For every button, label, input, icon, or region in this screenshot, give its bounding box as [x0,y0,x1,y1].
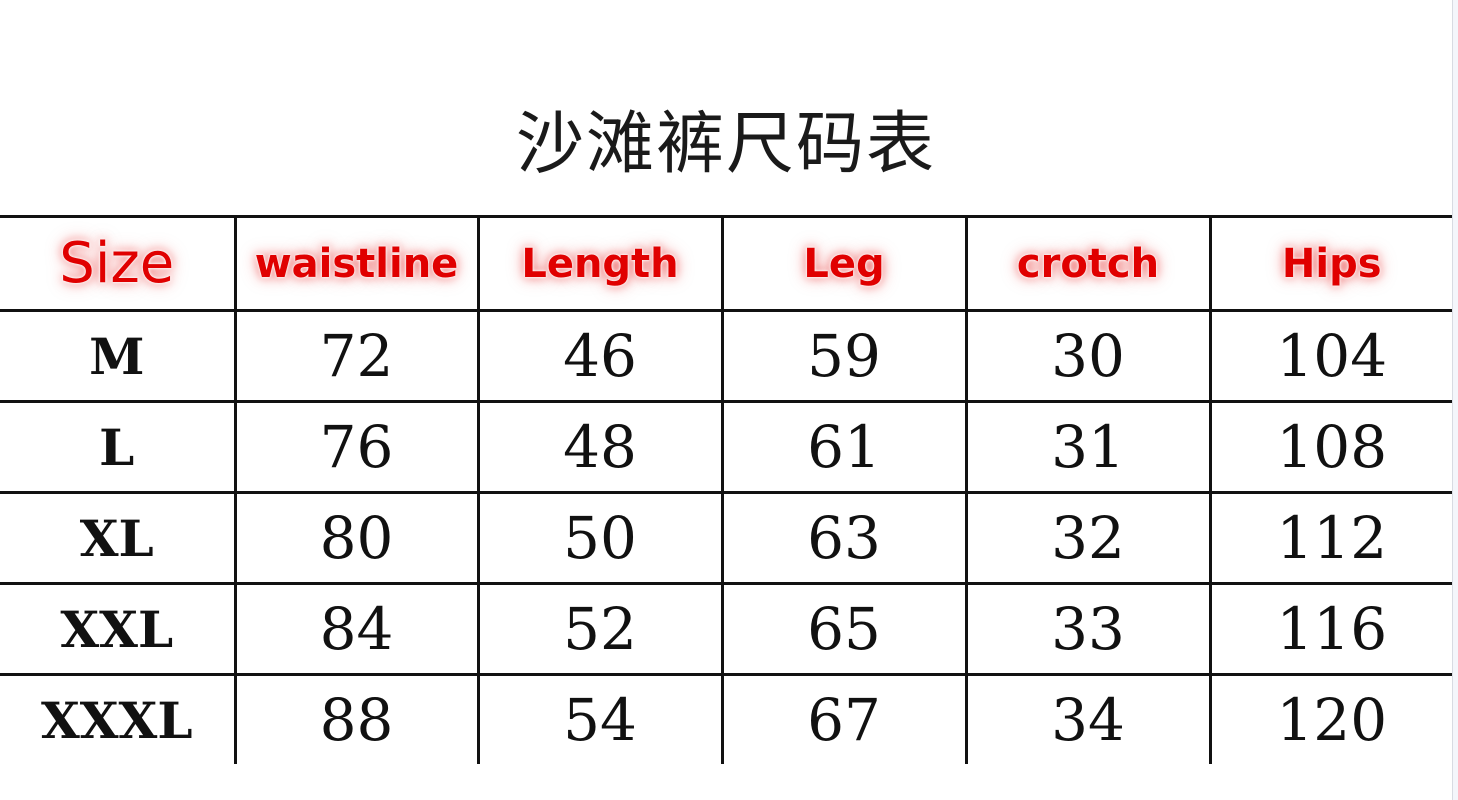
table-row: M 72 46 59 30 104 [0,309,1452,403]
cell-size: XXXL [0,673,237,764]
cell-waistline: 72 [233,309,480,403]
cell-hips: 108 [1208,400,1452,494]
cell-size: M [0,309,237,403]
table-row: XL 80 50 63 32 112 [0,491,1452,585]
header-row: Size waistline Length Leg crotch Hips [0,215,1452,312]
page-title: 沙滩裤尺码表 [515,105,936,184]
cell-size: XXL [0,582,237,676]
cell-crotch: 32 [964,491,1212,585]
cell-length: 46 [476,309,724,403]
cell-length: 54 [476,673,724,764]
cell-waistline: 88 [233,673,480,764]
cell-crotch: 33 [964,582,1212,676]
cell-hips: 104 [1208,309,1452,403]
cell-leg: 65 [720,582,968,676]
cell-leg: 67 [720,673,968,764]
cell-hips: 120 [1208,673,1452,764]
cell-crotch: 30 [964,309,1212,403]
table-row: L 76 48 61 31 108 [0,400,1452,494]
cell-waistline: 76 [233,400,480,494]
table-row: XXL 84 52 65 33 116 [0,582,1452,676]
cell-hips: 116 [1208,582,1452,676]
cell-leg: 59 [720,309,968,403]
header-crotch: crotch [964,215,1212,312]
header-size: Size [0,215,237,312]
cell-crotch: 34 [964,673,1212,764]
table-row: XXXL 88 54 67 34 120 [0,673,1452,764]
cell-length: 48 [476,400,724,494]
header-hips: Hips [1208,215,1452,312]
cell-size: XL [0,491,237,585]
cell-size: L [0,400,237,494]
cell-length: 52 [476,582,724,676]
cell-leg: 61 [720,400,968,494]
header-leg: Leg [720,215,968,312]
cell-crotch: 31 [964,400,1212,494]
cell-length: 50 [476,491,724,585]
cell-waistline: 80 [233,491,480,585]
cell-waistline: 84 [233,582,480,676]
cell-hips: 112 [1208,491,1452,585]
right-edge-strip [1452,0,1458,800]
cell-leg: 63 [720,491,968,585]
header-waistline: waistline [233,215,480,312]
header-length: Length [476,215,724,312]
